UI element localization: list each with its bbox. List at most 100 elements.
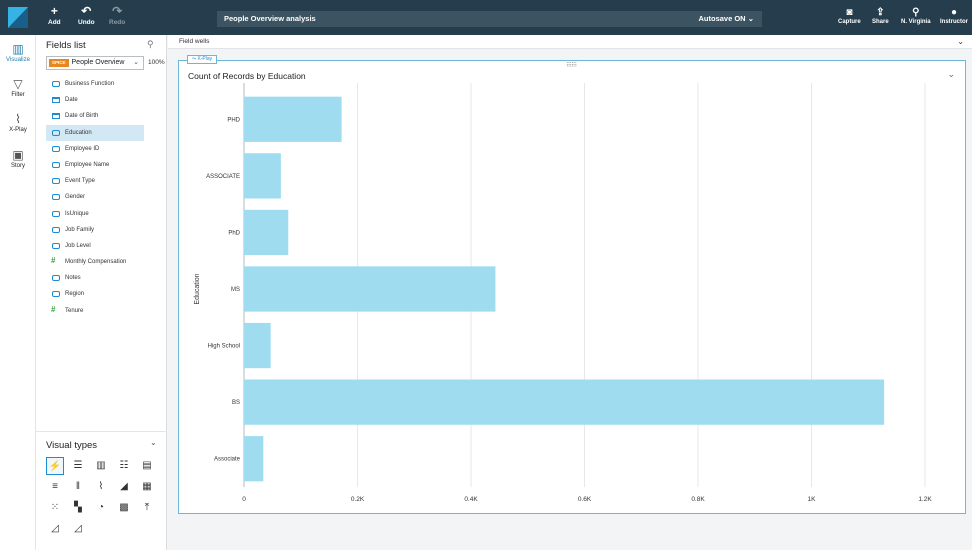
chevron-down-icon[interactable]: ⌄ [947,69,955,79]
visual-card[interactable]: ⤳ X-Play ⠿⠿⠿ Count of Records by Educati… [178,55,966,514]
horizontal-percent-bar-icon[interactable]: ≡ [52,481,58,492]
camera-icon: ◙ [846,7,853,18]
chart-title: Count of Records by Education [188,71,306,81]
spice-badge: SPICE [49,59,69,67]
rail-visualize-label: Visualize [6,57,30,63]
capture-button[interactable]: ◙ Capture [838,6,861,25]
bar[interactable] [244,266,496,312]
drag-handle-icon[interactable]: ⠿⠿⠿ [566,63,577,69]
rail-xplay[interactable]: ⌇ X-Play [0,112,36,133]
x-tick-label: 0.6K [578,496,592,503]
field-wells-bar[interactable]: Field wells ⌄ [168,35,972,49]
field-label: Event Type [65,178,95,185]
vertical-percent-bar-icon[interactable]: ‖ [75,481,81,492]
dimension-icon [52,275,60,282]
field-item[interactable]: Employee Name [46,157,144,173]
field-label: Monthly Compensation [65,259,127,266]
area-chart-icon[interactable]: ◢ [120,481,128,492]
field-item[interactable]: Job Family [46,222,144,238]
rail-story[interactable]: ▣ Story [0,148,36,169]
x-tick-label: 0.8K [691,496,705,503]
region-button[interactable]: ⚲ N. Virginia [901,6,931,25]
capture-label: Capture [838,19,861,25]
field-list: Business Function Date Date of Birth Educat… [46,76,144,319]
pie-chart-icon[interactable]: ◔ [97,502,105,513]
rail-visualize[interactable]: ▥ Visualize [0,42,36,63]
user-menu-button[interactable]: ● Instructor [940,6,968,25]
dimension-icon [52,129,60,136]
autosave-toggle[interactable]: Autosave ON ⌄ [699,11,755,27]
field-item[interactable]: Date [46,92,144,108]
field-item[interactable]: Employee ID [46,141,144,157]
field-item[interactable]: Job Level [46,238,144,254]
share-icon: ⇪ [876,7,885,18]
chevron-down-icon: ⌄ [133,59,139,66]
dataset-select[interactable]: SPICE People Overview ⌄ [46,56,144,70]
analysis-name-field[interactable]: People Overview analysis Autosave ON ⌄ [217,11,762,27]
user-label: Instructor [940,19,969,25]
vertical-bar-icon[interactable]: ▥ [96,460,106,471]
field-item[interactable]: # Monthly Compensation [46,254,144,270]
field-item[interactable]: Business Function [46,76,144,92]
autosave-label: Autosave ON [698,14,746,23]
rail-filter[interactable]: ▽ Filter [0,77,36,98]
combo-chart-icon[interactable]: ◿ [51,523,59,534]
autograph-icon[interactable]: ⚡ [46,457,64,475]
vertical-stacked-bar-icon[interactable]: ▤ [142,460,152,471]
bar[interactable] [244,436,264,482]
bar[interactable] [244,96,342,142]
scatter-plot-icon[interactable]: ⁙ [50,502,60,513]
field-item[interactable]: Date of Birth [46,108,144,124]
story-icon: ▣ [12,148,24,162]
y-tick-label: ASSOCIATE [206,174,240,180]
location-pin-icon: ⚲ [912,7,920,18]
xplay-tag[interactable]: ⤳ X-Play [187,55,218,64]
logo-graphic [8,7,28,28]
y-tick-label: MS [231,287,240,293]
dimension-icon [52,161,60,168]
field-label: Date of Birth [65,113,99,120]
share-button[interactable]: ⇪ Share [872,6,889,25]
field-item[interactable]: Region [46,286,144,302]
add-button[interactable]: + Add [48,4,61,26]
horizontal-stacked-bar-icon[interactable]: ☷ [119,460,129,471]
field-wells-label: Field wells [179,38,210,45]
left-rail: ▥ Visualize ▽ Filter ⌇ X-Play ▣ Story [0,35,36,550]
undo-button[interactable]: ↶ Undo [78,4,95,26]
chevron-down-icon[interactable]: ⌄ [150,438,157,447]
field-item[interactable]: # Tenure [46,303,144,319]
field-item[interactable]: Gender [46,189,144,205]
dimension-icon [52,145,60,152]
kpi-icon[interactable]: ⤒ [144,502,150,513]
bar[interactable] [244,209,289,256]
field-item[interactable]: Notes [46,270,144,286]
combo-line-chart-icon[interactable]: ◿ [74,523,82,534]
dimension-icon [52,194,60,201]
region-label: N. Virginia [901,19,931,25]
line-chart-icon[interactable]: ⌇ [98,481,104,492]
search-icon[interactable]: ⚲ [147,39,154,49]
rail-xplay-label: X-Play [9,127,27,133]
tree-map-icon[interactable]: ▩ [119,502,129,513]
bar[interactable] [244,379,885,425]
dimension-icon [52,210,60,217]
analysis-name-text: People Overview analysis [224,14,316,23]
field-item[interactable]: Education [46,124,144,141]
pivot-table-icon[interactable]: ▦ [142,481,152,492]
field-label: IsUnique [65,210,89,217]
field-label: Employee ID [65,145,100,152]
y-tick-label: BS [232,400,240,406]
heat-map-icon[interactable]: ▚ [74,502,82,513]
bar[interactable] [244,322,271,369]
quicksight-logo[interactable] [8,7,28,28]
field-item[interactable]: IsUnique [46,206,144,222]
bar[interactable] [244,153,281,199]
calendar-icon [52,113,60,120]
rail-story-label: Story [10,163,25,169]
field-item[interactable]: Event Type [46,173,144,189]
redo-label: Redo [109,19,126,26]
x-tick-label: 1K [808,496,817,503]
horizontal-bar-icon[interactable]: ☰ [73,460,83,471]
redo-button[interactable]: ↷ Redo [109,4,125,26]
share-label: Share [872,19,889,25]
